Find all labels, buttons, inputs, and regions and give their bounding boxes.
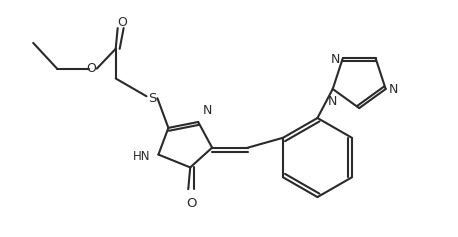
- Text: S: S: [148, 92, 157, 105]
- Text: N: N: [328, 95, 338, 108]
- Text: O: O: [86, 62, 96, 75]
- Text: HN: HN: [133, 150, 151, 163]
- Text: O: O: [118, 16, 128, 29]
- Text: N: N: [331, 53, 340, 66]
- Text: N: N: [203, 104, 213, 117]
- Text: O: O: [186, 197, 196, 210]
- Text: N: N: [389, 83, 398, 96]
